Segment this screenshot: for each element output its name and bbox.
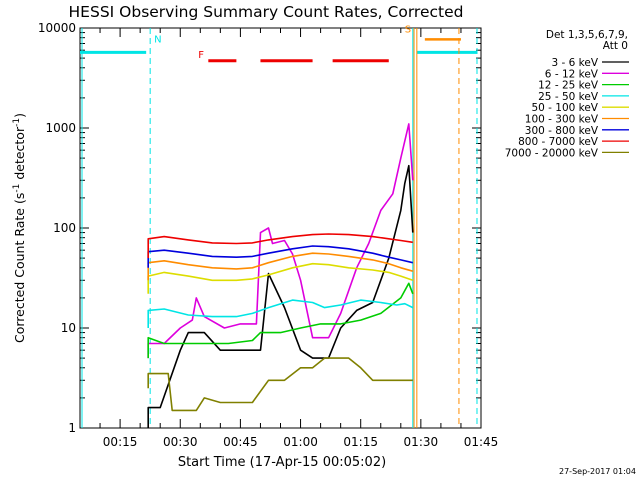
legend-label: 3 - 6 keV xyxy=(551,57,598,69)
x-tick-label: 01:15 xyxy=(343,435,378,449)
y-axis-label: Corrected Count Rate (s-1 detector-1) xyxy=(12,113,27,343)
x-tick-label: 00:30 xyxy=(163,435,198,449)
series-line xyxy=(147,123,414,359)
x-tick-label: 01:30 xyxy=(404,435,439,449)
series-line xyxy=(147,262,414,294)
plot-frame xyxy=(79,27,482,429)
y-tick-label: 1 xyxy=(68,421,76,435)
y-axis-label-sup1: -1 xyxy=(12,184,22,193)
y-axis-label-main: Corrected Count Rate (s xyxy=(12,193,27,343)
legend-header: Det 1,3,5,6,7,9, xyxy=(546,29,628,41)
legend-label: 7000 - 20000 keV xyxy=(505,147,599,159)
y-axis-label-sup2: -1 xyxy=(12,118,22,127)
y-tick-label: 100 xyxy=(53,221,76,235)
legend-label: 50 - 100 keV xyxy=(531,102,598,114)
series-line xyxy=(147,164,414,428)
timestamp: 27-Sep-2017 01:04 xyxy=(559,467,636,476)
y-tick-label: 1000 xyxy=(45,121,76,135)
annotation-label: N xyxy=(154,34,161,45)
overlays xyxy=(80,28,478,428)
x-tick-label: 00:45 xyxy=(223,435,258,449)
series-lines xyxy=(147,123,414,428)
legend-header: Att 0 xyxy=(603,40,628,52)
y-axis-label-mid: detector xyxy=(12,126,27,184)
y-axis: 1 10 100 1000 10000 xyxy=(38,21,481,435)
y-tick-label: 10 xyxy=(61,321,76,335)
y-tick-label: 10000 xyxy=(38,21,76,35)
annotation-label: F xyxy=(198,50,204,61)
y-axis-label-end: ) xyxy=(12,113,27,118)
series-line xyxy=(147,282,414,359)
legend-label: 300 - 800 keV xyxy=(525,125,599,137)
series-line xyxy=(147,233,413,259)
legend-label: 12 - 25 keV xyxy=(538,80,599,92)
annotations: N F S xyxy=(154,25,411,62)
series-line xyxy=(147,252,414,281)
x-tick-label: 00:15 xyxy=(103,435,138,449)
series-line xyxy=(147,245,413,268)
legend-label: 800 - 7000 keV xyxy=(518,136,599,148)
x-tick-label: 01:00 xyxy=(283,435,318,449)
plot-area xyxy=(79,27,482,429)
x-axis: 00:15 00:30 00:45 01:00 01:15 01:30 01:45 xyxy=(79,28,499,449)
x-axis-label: Start Time (17-Apr-15 00:05:02) xyxy=(178,455,386,470)
legend-label: 6 - 12 keV xyxy=(545,68,599,80)
chart-title: HESSI Observing Summary Count Rates, Cor… xyxy=(69,3,464,21)
annotation-label: S xyxy=(405,25,411,36)
legend-label: 100 - 300 keV xyxy=(525,114,599,126)
legend-label: 25 - 50 keV xyxy=(538,91,599,103)
x-tick-label: 01:45 xyxy=(464,435,499,449)
series-line xyxy=(147,299,414,328)
series-line xyxy=(147,357,413,412)
